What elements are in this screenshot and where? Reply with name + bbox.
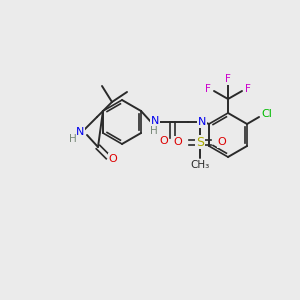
Text: S: S	[196, 136, 204, 148]
Text: N: N	[198, 117, 206, 127]
Text: O: O	[218, 137, 226, 147]
Text: O: O	[160, 136, 168, 146]
Text: N: N	[76, 127, 84, 137]
Text: CH₃: CH₃	[190, 160, 210, 170]
Text: H: H	[150, 126, 158, 136]
Text: O: O	[174, 137, 182, 147]
Text: F: F	[205, 84, 211, 94]
Text: N: N	[151, 116, 159, 126]
Text: Cl: Cl	[262, 109, 272, 119]
Text: F: F	[225, 74, 231, 84]
Text: F: F	[245, 84, 251, 94]
Text: O: O	[109, 154, 117, 164]
Text: H: H	[69, 134, 77, 144]
